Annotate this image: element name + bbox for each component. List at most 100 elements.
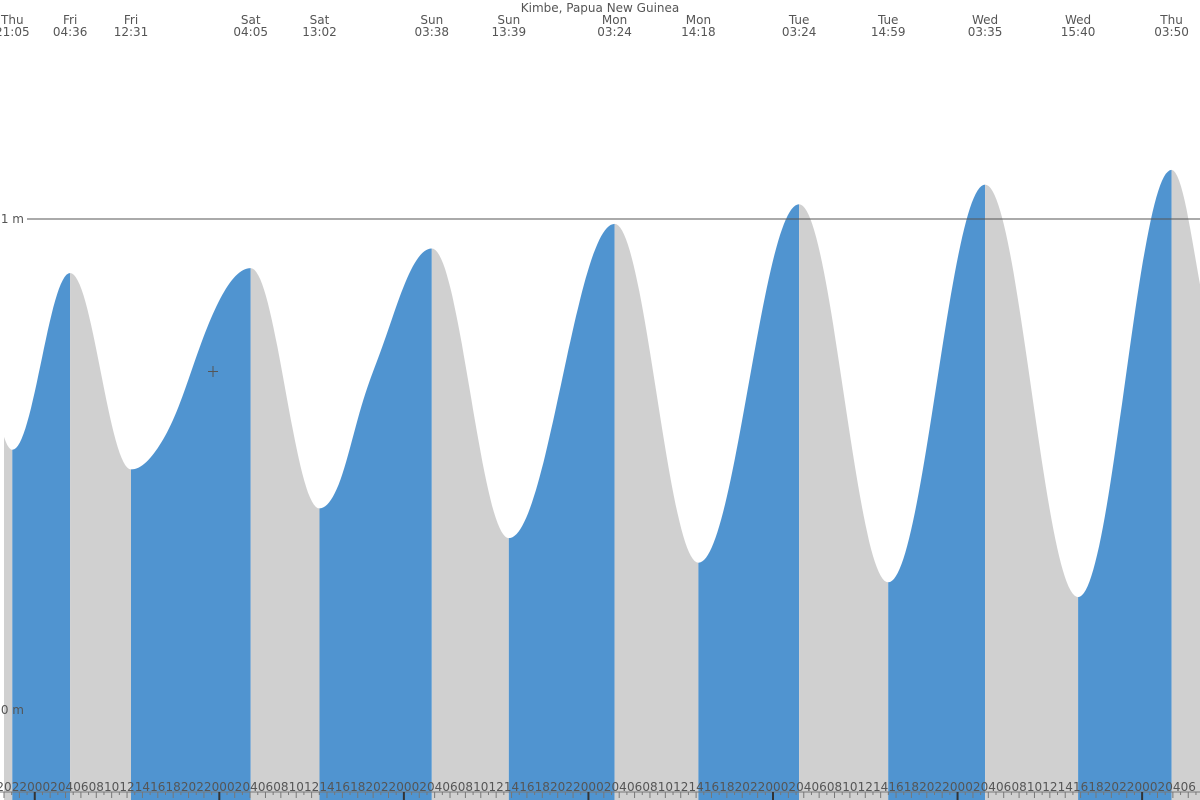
tide-areas [4, 169, 1200, 800]
extreme-time-label: 03:24 [597, 25, 632, 39]
falling-tide-area [799, 204, 889, 800]
x-tick-label: 18 [719, 780, 734, 794]
x-tick-label: 14 [1058, 780, 1073, 794]
x-tick-label: 20 [550, 780, 565, 794]
rising-tide-area [698, 204, 800, 800]
x-tick-label: 08 [642, 780, 657, 794]
x-tick-label: 14 [135, 780, 150, 794]
x-tick-label: 14 [504, 780, 519, 794]
x-tick-label: 00 [1134, 780, 1149, 794]
x-tick-label: 02 [227, 780, 242, 794]
chart-title: Kimbe, Papua New Guinea [521, 1, 680, 15]
extreme-day-label: Fri [63, 13, 77, 27]
x-tick-label: 10 [1027, 780, 1042, 794]
extreme-day-label: Sun [497, 13, 520, 27]
x-tick-label: 06 [73, 780, 88, 794]
extreme-time-label: 13:39 [492, 25, 527, 39]
x-tick-label: 22 [750, 780, 765, 794]
x-tick-label: 10 [658, 780, 673, 794]
x-tick-label: 14 [688, 780, 703, 794]
x-tick-label: 02 [596, 780, 611, 794]
x-tick-label: 02 [965, 780, 980, 794]
x-tick-label: 06 [442, 780, 457, 794]
x-tick-label: 12 [304, 780, 319, 794]
x-tick-label: 16 [150, 780, 165, 794]
x-tick-label: 10 [842, 780, 857, 794]
falling-tide-area [431, 248, 509, 800]
rising-tide-area [12, 273, 71, 800]
x-tick-label: 10 [289, 780, 304, 794]
x-tick-label: 16 [704, 780, 719, 794]
extreme-time-label: 15:40 [1061, 25, 1096, 39]
extreme-day-label: Mon [602, 13, 627, 27]
x-tick-label: 04 [427, 780, 442, 794]
x-tick-label: 00 [765, 780, 780, 794]
x-tick-label: 08 [458, 780, 473, 794]
x-tick-label: 12 [1042, 780, 1057, 794]
extreme-time-label: 14:18 [681, 25, 716, 39]
x-tick-label: 12 [673, 780, 688, 794]
x-tick-label: 18 [535, 780, 550, 794]
extreme-day-label: Thu [1159, 13, 1183, 27]
x-tick-label: 06 [996, 780, 1011, 794]
x-tick-label: 08 [827, 780, 842, 794]
extreme-time-label: 03:50 [1154, 25, 1189, 39]
x-tick-label: 06 [627, 780, 642, 794]
x-axis: 20 22 00 02 04 06 08 10 12 14 16 18 20 22 00 02 04 06 08 10… [0, 780, 1200, 800]
rising-tide-area [319, 248, 432, 800]
extreme-time-label: 03:24 [782, 25, 817, 39]
x-tick-label: 00 [396, 780, 411, 794]
x-tick-label: 22 [381, 780, 396, 794]
x-tick-label: 18 [350, 780, 365, 794]
x-tick-label: 10 [473, 780, 488, 794]
x-tick-label: 20 [181, 780, 196, 794]
extreme-day-label: Tue [877, 13, 899, 27]
extreme-time-label: 13:02 [302, 25, 337, 39]
falling-tide-area [1171, 169, 1200, 800]
x-tick-label: 22 [12, 780, 27, 794]
y-tick-label: 1 m [1, 212, 24, 226]
x-tick-label: 00 [212, 780, 227, 794]
x-tick-label: 00 [27, 780, 42, 794]
x-tick-label: 02 [42, 780, 57, 794]
x-tick-label: 20 [365, 780, 380, 794]
rising-tide-area [508, 223, 615, 800]
x-tick-label: 22 [565, 780, 580, 794]
extreme-time-label: 12:31 [114, 25, 149, 39]
extreme-day-label: Thu [0, 13, 24, 27]
falling-tide-area [614, 223, 699, 800]
extreme-time-label: 21:05 [0, 25, 30, 39]
rising-tide-area [131, 268, 251, 800]
x-tick-label: 02 [781, 780, 796, 794]
extreme-day-label: Sat [241, 13, 261, 27]
extreme-day-label: Mon [686, 13, 711, 27]
x-tick-label: 22 [196, 780, 211, 794]
extremes-header: Thu21:05Fri04:36Fri12:31Sat04:05Sat13:02… [0, 13, 1189, 39]
extreme-time-label: 14:59 [871, 25, 906, 39]
falling-tide-area [70, 273, 131, 800]
x-tick-label: 08 [273, 780, 288, 794]
x-tick-label: 14 [319, 780, 334, 794]
rising-tide-area [1078, 169, 1172, 800]
x-tick-label: 04 [981, 780, 996, 794]
x-tick-label: 08 [89, 780, 104, 794]
falling-tide-area [250, 268, 320, 800]
x-tick-label: 04 [242, 780, 257, 794]
x-tick-label: 04 [612, 780, 627, 794]
x-tick-label: 06 [258, 780, 273, 794]
x-tick-label: 20 [1104, 780, 1119, 794]
x-tick-label: 02 [1150, 780, 1165, 794]
y-tick-label: 0 m [1, 703, 24, 717]
falling-tide-area [4, 436, 13, 800]
x-tick-label: 14 [873, 780, 888, 794]
falling-tide-area [985, 184, 1079, 800]
crosshair-cursor [208, 366, 218, 377]
extreme-day-label: Sat [310, 13, 330, 27]
x-tick-label: 16 [1073, 780, 1088, 794]
x-tick-label: 16 [888, 780, 903, 794]
y-axis: 1 m 0 m [1, 212, 24, 717]
extreme-time-label: 03:38 [414, 25, 449, 39]
extreme-day-label: Sun [420, 13, 443, 27]
x-tick-label: 22 [1119, 780, 1134, 794]
